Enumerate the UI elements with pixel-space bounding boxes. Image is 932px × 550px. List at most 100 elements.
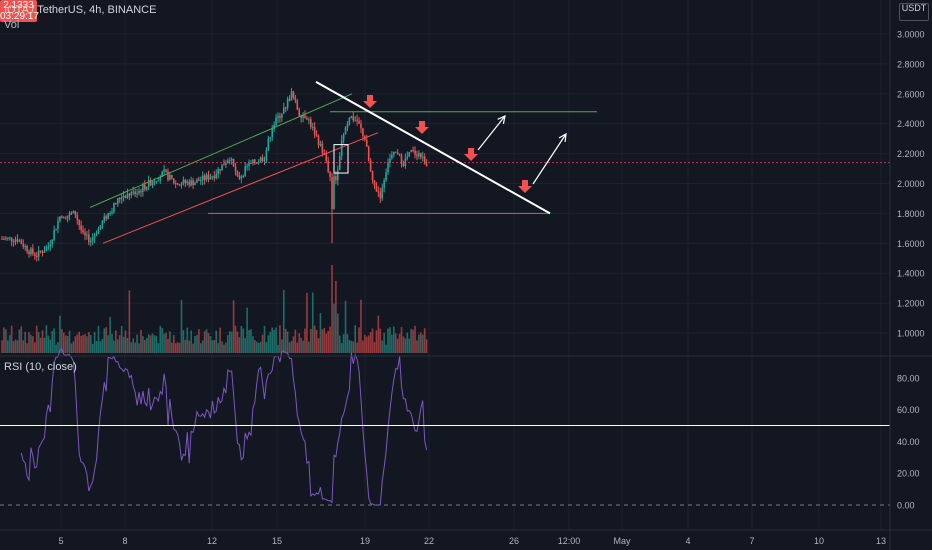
volume-bar bbox=[319, 313, 322, 353]
volume-bar bbox=[130, 342, 133, 353]
candle-body bbox=[323, 152, 326, 155]
candle-body bbox=[356, 119, 358, 121]
candle-body bbox=[286, 99, 289, 108]
candle-body bbox=[238, 176, 241, 179]
volume-bar bbox=[171, 342, 173, 353]
volume-bar bbox=[379, 328, 382, 353]
candle-body bbox=[381, 187, 384, 199]
candle-body bbox=[95, 233, 98, 236]
last-price-value: 2.1333 bbox=[3, 0, 34, 11]
price-tick-label: 2.8000 bbox=[897, 59, 925, 69]
candle-body bbox=[14, 239, 17, 242]
volume-bars bbox=[1, 265, 428, 353]
time-tick-label: 12:00 bbox=[558, 536, 581, 546]
volume-bar bbox=[169, 331, 171, 353]
candle-body bbox=[3, 238, 5, 240]
candle-body bbox=[350, 116, 353, 119]
volume-bar bbox=[37, 332, 40, 353]
symbol-title[interactable]: IOTA / TetherUS, 4h, BINANCE bbox=[4, 4, 157, 16]
volume-bar bbox=[47, 335, 50, 353]
candle-body bbox=[149, 179, 152, 186]
volume-bar bbox=[219, 327, 221, 353]
candle-body bbox=[313, 126, 316, 135]
candle-body bbox=[115, 202, 117, 205]
candle-body bbox=[45, 247, 48, 252]
volume-bar bbox=[406, 332, 409, 353]
down-arrow-icon bbox=[464, 148, 478, 161]
volume-bar bbox=[284, 328, 287, 353]
candle-body bbox=[190, 180, 192, 186]
time-tick-label: 19 bbox=[360, 536, 370, 546]
drawings bbox=[0, 80, 890, 244]
volume-bar bbox=[348, 339, 351, 353]
volume-bar bbox=[101, 338, 104, 353]
candle-body bbox=[240, 176, 243, 179]
volume-bar bbox=[315, 329, 318, 353]
candle-body bbox=[221, 164, 223, 171]
candle-body bbox=[360, 123, 362, 129]
volume-bar bbox=[335, 281, 337, 353]
candle-body bbox=[290, 91, 293, 101]
candle-body bbox=[255, 162, 258, 164]
volume-bar bbox=[111, 333, 113, 353]
candle-body bbox=[101, 221, 104, 226]
currency-badge[interactable]: USDT bbox=[899, 3, 929, 21]
candle-body bbox=[246, 166, 248, 168]
volume-bar bbox=[41, 330, 44, 353]
volume-bar bbox=[354, 325, 356, 353]
volume-bar bbox=[126, 337, 129, 353]
candle-body bbox=[425, 164, 428, 166]
volume-bar bbox=[421, 334, 424, 353]
candle-body bbox=[167, 171, 169, 180]
price-candles bbox=[1, 87, 428, 262]
volume-bar bbox=[294, 329, 297, 353]
rsi-line bbox=[20, 347, 428, 506]
candle-body bbox=[402, 163, 405, 166]
volume-bar bbox=[182, 330, 185, 353]
candle-body bbox=[8, 237, 11, 239]
candle-body bbox=[12, 241, 15, 243]
candle-body bbox=[215, 174, 218, 179]
volume-bar bbox=[51, 331, 53, 353]
volume-bar bbox=[66, 335, 69, 353]
candle-body bbox=[194, 182, 196, 186]
rsi-title[interactable]: RSI (10, close) bbox=[4, 361, 77, 373]
volume-bar bbox=[311, 292, 314, 353]
volume-bar bbox=[304, 328, 306, 353]
candle-body bbox=[311, 126, 314, 128]
price-tick-label: 1.2000 bbox=[897, 299, 925, 309]
volume-bar bbox=[107, 335, 109, 353]
volume-bar bbox=[425, 339, 428, 353]
volume-bar bbox=[97, 325, 100, 353]
candle-body bbox=[171, 174, 173, 179]
volume-bar bbox=[267, 335, 270, 353]
candle-body bbox=[68, 212, 71, 216]
candle-body bbox=[329, 171, 331, 178]
candle-body bbox=[344, 127, 347, 135]
candle-body bbox=[412, 150, 414, 152]
volume-bar bbox=[78, 331, 80, 353]
volume-bar bbox=[383, 332, 385, 353]
candle-body bbox=[145, 186, 148, 190]
volume-bar bbox=[134, 342, 136, 353]
volume-bar bbox=[80, 335, 82, 353]
candle-body bbox=[30, 248, 32, 255]
candle-body bbox=[51, 239, 53, 245]
volume-bar bbox=[74, 336, 77, 353]
candle-body bbox=[406, 156, 409, 159]
volume-bar bbox=[282, 290, 285, 353]
candle-body bbox=[298, 109, 301, 116]
candle-body bbox=[308, 119, 310, 121]
volume-bar bbox=[10, 325, 13, 353]
volume-bar bbox=[215, 330, 218, 353]
volume-bar bbox=[76, 334, 79, 353]
volume-bar bbox=[72, 341, 75, 353]
volume-label[interactable]: Vol bbox=[4, 19, 20, 31]
candle-body bbox=[151, 181, 154, 186]
candle-body bbox=[61, 216, 63, 218]
time-tick-label: 7 bbox=[749, 536, 754, 546]
candle-body bbox=[37, 250, 40, 257]
volume-bar bbox=[14, 339, 17, 353]
channel-upper-line bbox=[89, 93, 353, 208]
